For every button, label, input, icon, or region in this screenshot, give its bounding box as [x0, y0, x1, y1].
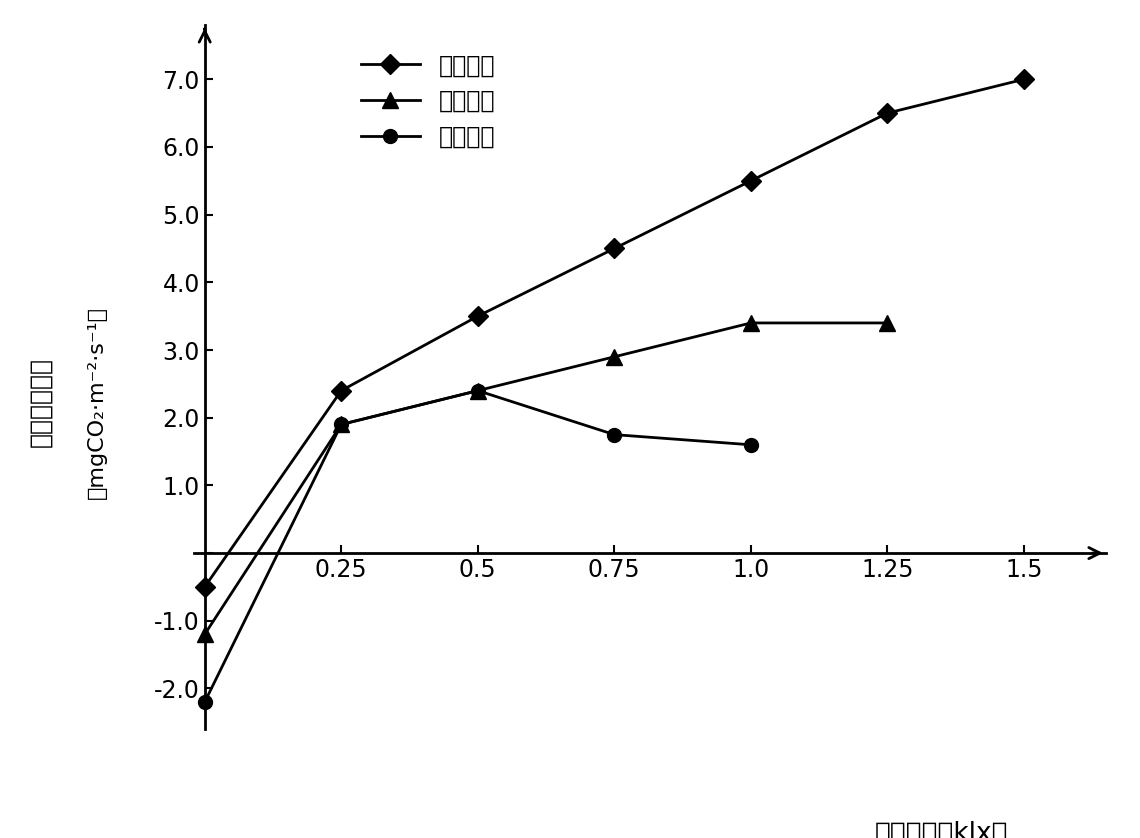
- 上层叶片: [471, 311, 484, 321]
- Text: 光照强度（klx）: 光照强度（klx）: [874, 820, 1009, 838]
- 中层叶片: [744, 318, 758, 328]
- 中层叶片: [471, 385, 484, 396]
- 中层叶片: [198, 629, 212, 639]
- Line: 中层叶片: 中层叶片: [197, 315, 895, 642]
- Text: 光合作用强度: 光合作用强度: [27, 357, 52, 447]
- 上层叶片: [880, 108, 894, 118]
- 上层叶片: [608, 244, 621, 254]
- 中层叶片: [880, 318, 894, 328]
- 上层叶片: [1017, 75, 1031, 85]
- 下层叶片: [608, 430, 621, 440]
- 上层叶片: [198, 582, 212, 592]
- 下层叶片: [198, 697, 212, 707]
- 下层叶片: [744, 440, 758, 450]
- 下层叶片: [334, 420, 348, 430]
- Text: （mgCO₂·m⁻²·s⁻¹）: （mgCO₂·m⁻²·s⁻¹）: [87, 306, 107, 499]
- 中层叶片: [608, 352, 621, 362]
- Line: 上层叶片: 上层叶片: [197, 72, 1031, 594]
- Legend: 上层叶片, 中层叶片, 下层叶片: 上层叶片, 中层叶片, 下层叶片: [351, 44, 505, 158]
- Line: 下层叶片: 下层叶片: [197, 384, 758, 709]
- 中层叶片: [334, 420, 348, 430]
- 上层叶片: [744, 176, 758, 186]
- 上层叶片: [334, 385, 348, 396]
- 下层叶片: [471, 385, 484, 396]
